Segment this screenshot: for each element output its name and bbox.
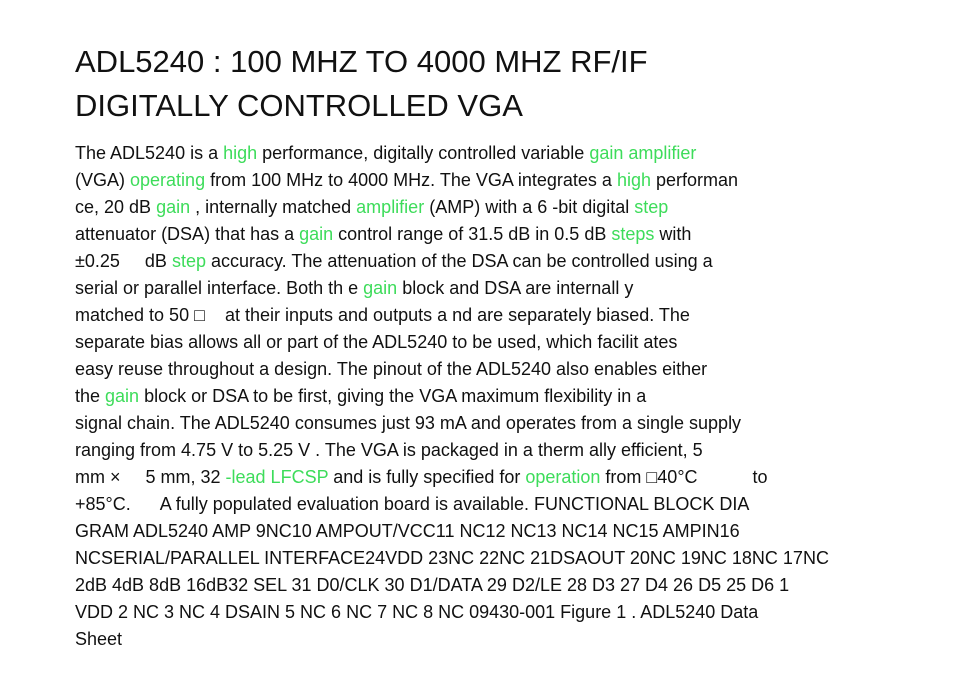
text-segment: separate bias allows all or part of the … <box>75 332 678 352</box>
text-line: NCSERIAL/PARALLEL INTERFACE24VDD 23NC 22… <box>75 545 960 572</box>
text-line: ranging from 4.75 V to 5.25 V . The VGA … <box>75 437 960 464</box>
text-segment: (VGA) <box>75 170 131 190</box>
page-title: ADL5240 : 100 MHZ TO 4000 MHZ RF/IF DIGI… <box>75 40 960 128</box>
text-segment: with <box>654 224 692 244</box>
text-line: matched to 50 □ at their inputs and outp… <box>75 302 960 329</box>
highlighted-term: steps <box>611 224 655 244</box>
text-segment: from □40°C to <box>600 467 768 487</box>
text-line: signal chain. The ADL5240 consumes just … <box>75 410 960 437</box>
highlighted-term: -lead LFCSP <box>225 467 329 487</box>
document: ADL5240 : 100 MHZ TO 4000 MHZ RF/IF DIGI… <box>75 40 960 653</box>
text-line: serial or parallel interface. Both th e … <box>75 275 960 302</box>
highlighted-term: operating <box>130 170 206 190</box>
highlighted-term: high <box>223 143 258 163</box>
text-segment: Sheet <box>75 629 123 649</box>
text-line: Sheet <box>75 626 960 653</box>
text-line: +85°C. A fully populated evaluation boar… <box>75 491 960 518</box>
highlighted-term: gain <box>156 197 191 217</box>
text-segment: and is fully specified for <box>328 467 526 487</box>
text-segment: easy reuse throughout a design. The pino… <box>75 359 708 379</box>
text-segment: signal chain. The ADL5240 consumes just … <box>75 413 742 433</box>
text-segment: block or DSA to be first, giving the VGA… <box>139 386 647 406</box>
text-line: 2dB 4dB 8dB 16dB32 SEL 31 D0/CLK 30 D1/D… <box>75 572 960 599</box>
title-line: ADL5240 : 100 MHZ TO 4000 MHZ RF/IF <box>75 44 648 79</box>
text-line: separate bias allows all or part of the … <box>75 329 960 356</box>
text-segment: (AMP) with a 6 -bit digital <box>424 197 635 217</box>
text-segment: performance, digitally controlled variab… <box>257 143 590 163</box>
highlighted-term: high <box>616 170 651 190</box>
highlighted-term: amplifier <box>356 197 425 217</box>
text-segment: +85°C. A fully populated evaluation boar… <box>75 494 750 514</box>
text-line: ±0.25 dB step accuracy. The attenuation … <box>75 248 960 275</box>
title-line: DIGITALLY CONTROLLED VGA <box>75 88 523 123</box>
text-line: mm × 5 mm, 32 -lead LFCSP and is fully s… <box>75 464 960 491</box>
text-line: attenuator (DSA) that has a gain control… <box>75 221 960 248</box>
text-line: The ADL5240 is a high performance, digit… <box>75 140 960 167</box>
text-segment: ce, 20 dB <box>75 197 157 217</box>
text-line: GRAM ADL5240 AMP 9NC10 AMPOUT/VCC11 NC12… <box>75 518 960 545</box>
highlighted-term: gain <box>299 224 334 244</box>
highlighted-term: step <box>171 251 206 271</box>
highlighted-term: operation <box>525 467 601 487</box>
text-segment: performan <box>650 170 739 190</box>
text-line: (VGA) operating from 100 MHz to 4000 MHz… <box>75 167 960 194</box>
text-segment: ranging from 4.75 V to 5.25 V . The VGA … <box>75 440 703 460</box>
highlighted-term: gain <box>105 386 140 406</box>
highlighted-term: gain <box>363 278 398 298</box>
highlighted-term: step <box>634 197 669 217</box>
body-paragraph: The ADL5240 is a high performance, digit… <box>75 140 960 653</box>
text-segment: 2dB 4dB 8dB 16dB32 SEL 31 D0/CLK 30 D1/D… <box>75 575 790 595</box>
text-segment: the <box>75 386 106 406</box>
text-segment: The ADL5240 is a <box>75 143 224 163</box>
text-segment: NCSERIAL/PARALLEL INTERFACE24VDD 23NC 22… <box>75 548 829 568</box>
text-segment: control range of 31.5 dB in 0.5 dB <box>333 224 612 244</box>
text-line: easy reuse throughout a design. The pino… <box>75 356 960 383</box>
text-segment: block and DSA are internall y <box>397 278 634 298</box>
text-line: ce, 20 dB gain , internally matched ampl… <box>75 194 960 221</box>
text-segment: from 100 MHz to 4000 MHz. The VGA integr… <box>205 170 617 190</box>
text-segment: serial or parallel interface. Both th e <box>75 278 364 298</box>
text-segment: matched to 50 □ at their inputs and outp… <box>75 305 690 325</box>
text-segment: attenuator (DSA) that has a <box>75 224 300 244</box>
text-segment: mm × 5 mm, 32 <box>75 467 226 487</box>
text-segment: accuracy. The attenuation of the DSA can… <box>205 251 713 271</box>
text-line: the gain block or DSA to be first, givin… <box>75 383 960 410</box>
text-line: VDD 2 NC 3 NC 4 DSAIN 5 NC 6 NC 7 NC 8 N… <box>75 599 960 626</box>
text-segment: GRAM ADL5240 AMP 9NC10 AMPOUT/VCC11 NC12… <box>75 521 740 541</box>
text-segment: , internally matched <box>190 197 357 217</box>
highlighted-term: gain amplifier <box>589 143 697 163</box>
text-segment: VDD 2 NC 3 NC 4 DSAIN 5 NC 6 NC 7 NC 8 N… <box>75 602 759 622</box>
text-segment: ±0.25 dB <box>75 251 172 271</box>
